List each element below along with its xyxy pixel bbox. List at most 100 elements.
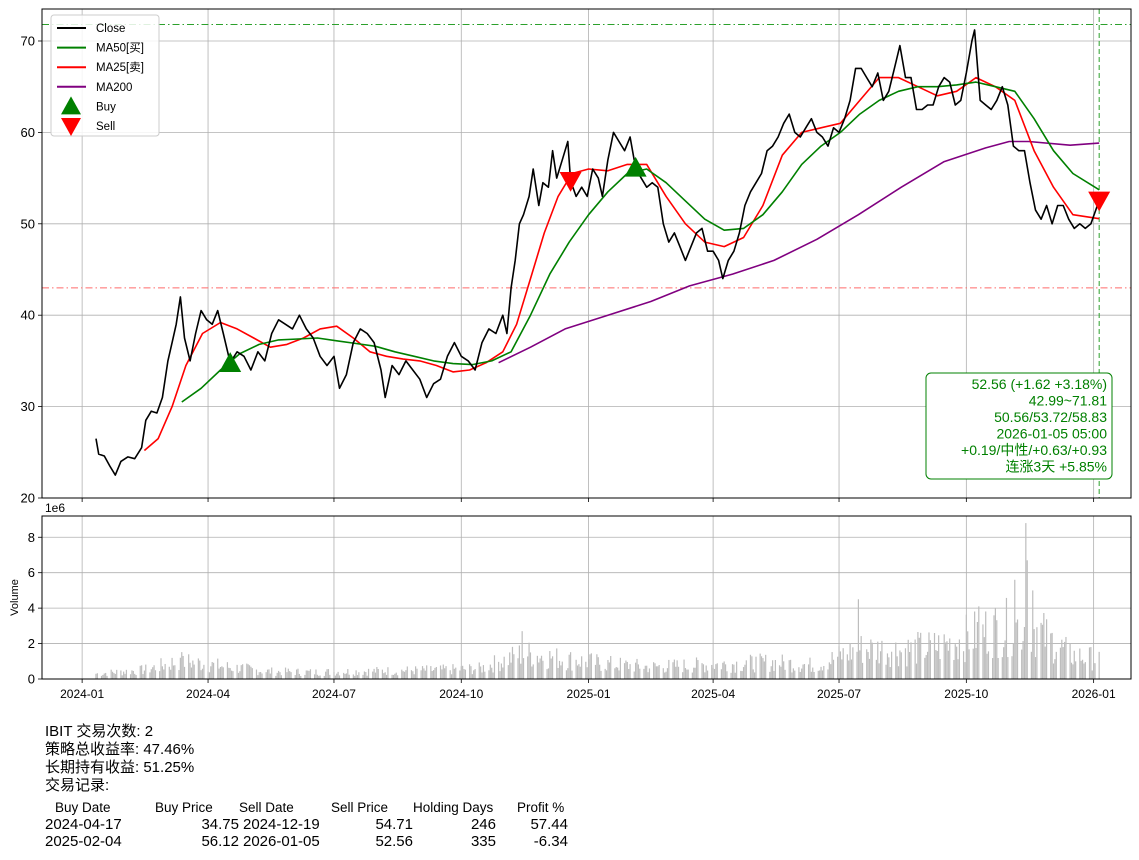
volume-bar	[870, 639, 872, 679]
volume-bar	[594, 664, 597, 679]
legend-label: Close	[96, 23, 125, 35]
volume-bar	[565, 670, 568, 679]
info-line: 42.99~71.81	[1029, 393, 1107, 409]
volume-bar	[372, 671, 374, 679]
volume-bar	[856, 651, 858, 679]
volume-bar	[532, 664, 534, 679]
volume-bar	[500, 663, 503, 679]
buy-marker	[624, 156, 647, 177]
header-profit: Profit %	[517, 800, 565, 815]
volume-bar	[453, 668, 455, 679]
volume-bar	[410, 670, 413, 679]
volume-bar	[217, 658, 219, 679]
volume-bar	[538, 662, 540, 679]
volume-bar	[491, 667, 493, 679]
volume-bar	[278, 670, 280, 679]
volume-bar	[886, 653, 889, 679]
volume-bar	[517, 658, 519, 679]
volume-bar	[1025, 523, 1027, 679]
volume-bar	[1045, 619, 1048, 679]
volume-bar	[682, 672, 684, 679]
volume-bar	[726, 671, 728, 679]
volume-bar	[1061, 639, 1063, 679]
volume-bar	[1070, 662, 1073, 679]
volume-bar	[713, 668, 716, 679]
volume-bar	[575, 659, 577, 679]
volume-bar	[697, 660, 699, 679]
volume-bar	[1050, 633, 1052, 679]
volume-bar	[765, 654, 767, 679]
y-tick-label: 0	[28, 672, 35, 687]
volume-bar	[406, 666, 408, 679]
volume-bar	[996, 620, 998, 679]
volume-bar	[344, 673, 346, 679]
volume-bar	[655, 666, 657, 679]
volume-bar	[1084, 662, 1086, 679]
volume-bar	[672, 662, 674, 679]
volume-bar	[348, 674, 350, 679]
volume-bar	[965, 614, 967, 679]
volume-bar	[124, 673, 126, 679]
volume-bar	[675, 666, 677, 679]
volume-bar	[347, 669, 349, 679]
volume-bar	[891, 651, 893, 679]
strategy-summary: IBIT 交易次数: 2 策略总收益率: 47.46% 长期持有收益: 51.2…	[45, 723, 194, 795]
volume-bar	[860, 636, 862, 679]
volume-bar	[695, 657, 698, 679]
volume-bar	[236, 664, 238, 679]
volume-bar	[397, 675, 399, 679]
volume-bar	[925, 655, 927, 679]
volume-bar	[152, 667, 154, 679]
volume-bar	[207, 671, 209, 679]
volume-bar	[1040, 622, 1042, 679]
volume-bar	[877, 641, 879, 679]
volume-bar	[100, 675, 103, 679]
volume-bar	[1091, 670, 1093, 679]
volume-bar	[1098, 651, 1100, 679]
buy-date: 2025-02-04	[45, 833, 122, 850]
volume-bar	[861, 662, 864, 679]
volume-bar	[629, 664, 631, 679]
volume-bar	[208, 672, 211, 679]
volume-bar	[839, 651, 842, 679]
volume-bar	[783, 661, 785, 679]
volume-bar	[878, 663, 880, 679]
info-line: 2026-01-05 05:00	[996, 426, 1107, 442]
volume-bar	[778, 665, 781, 679]
volume-bar	[149, 672, 151, 679]
volume-bar	[426, 665, 428, 679]
volume-bar	[435, 666, 437, 679]
volume-bar	[106, 675, 108, 679]
buy-marker	[219, 352, 242, 372]
volume-bar	[518, 645, 520, 679]
volume-bar	[550, 658, 552, 679]
volume-bar	[192, 660, 194, 679]
volume-bar	[374, 672, 377, 679]
volume-bar	[781, 654, 783, 679]
volume-bar	[405, 670, 407, 679]
volume-bar	[618, 670, 620, 679]
volume-bar	[327, 669, 330, 679]
volume-bar	[363, 671, 366, 679]
volume-bar	[810, 671, 812, 679]
volume-bar	[381, 669, 383, 679]
volume-bar	[803, 664, 806, 679]
volume-bar	[392, 674, 395, 679]
volume-bar	[1090, 647, 1092, 679]
volume-bar	[929, 640, 931, 679]
volume-bar	[161, 666, 163, 679]
volume-bar	[520, 663, 522, 679]
sell-marker	[559, 171, 582, 192]
volume-bar	[1011, 656, 1013, 679]
volume-bar	[949, 638, 951, 679]
volume-bar	[838, 646, 840, 679]
legend: Close MA50[买] MA25[卖] MA200 Buy Sell	[50, 14, 160, 137]
volume-bar	[510, 662, 512, 679]
volume-bar	[812, 667, 814, 679]
volume-bar	[561, 661, 563, 679]
volume-bar	[723, 661, 725, 679]
volume-bar	[589, 654, 591, 679]
volume-bar	[637, 664, 639, 679]
volume-bar	[365, 672, 367, 679]
buy-date: 2024-04-17	[45, 816, 122, 833]
